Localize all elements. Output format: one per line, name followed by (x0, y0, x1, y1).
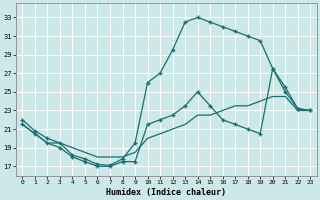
X-axis label: Humidex (Indice chaleur): Humidex (Indice chaleur) (106, 188, 226, 197)
